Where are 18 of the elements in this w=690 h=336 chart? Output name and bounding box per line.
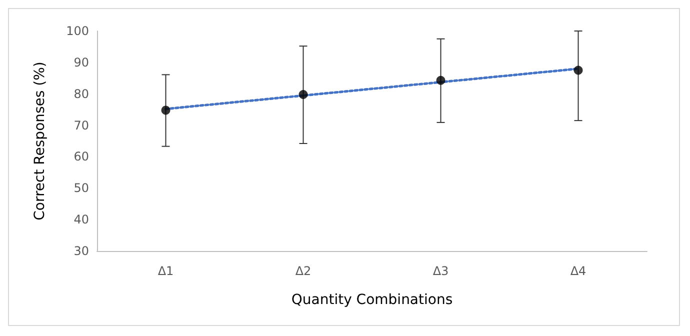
x-tick-label: Δ2: [295, 264, 312, 278]
point: [161, 106, 170, 115]
y-tick-label: 60: [74, 150, 89, 164]
y-axis-title: Correct Responses (%): [32, 62, 48, 220]
x-axis-title: Quantity Combinations: [291, 292, 453, 308]
x-tick-label: Δ3: [432, 264, 449, 278]
y-tick-label: 70: [74, 118, 89, 132]
y-tick-label: 80: [74, 86, 89, 101]
point: [574, 66, 583, 75]
y-tick-label: 30: [74, 244, 89, 258]
point: [436, 76, 446, 85]
x-tick-label: Δ1: [158, 264, 174, 278]
y-tick-label: 50: [74, 181, 89, 196]
x-tick-label: Δ4: [570, 264, 586, 278]
y-tick-label: 100: [66, 24, 89, 38]
y-tick-label: 40: [74, 212, 89, 227]
point: [298, 90, 308, 99]
y-tick-label: 90: [74, 55, 89, 70]
